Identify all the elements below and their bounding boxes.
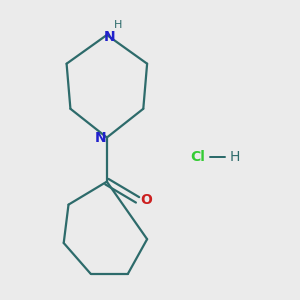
Text: H: H [114,20,122,30]
Text: N: N [104,30,116,44]
Text: N: N [94,130,106,145]
Text: O: O [140,193,152,207]
Text: Cl: Cl [190,150,206,164]
Text: H: H [229,150,240,164]
